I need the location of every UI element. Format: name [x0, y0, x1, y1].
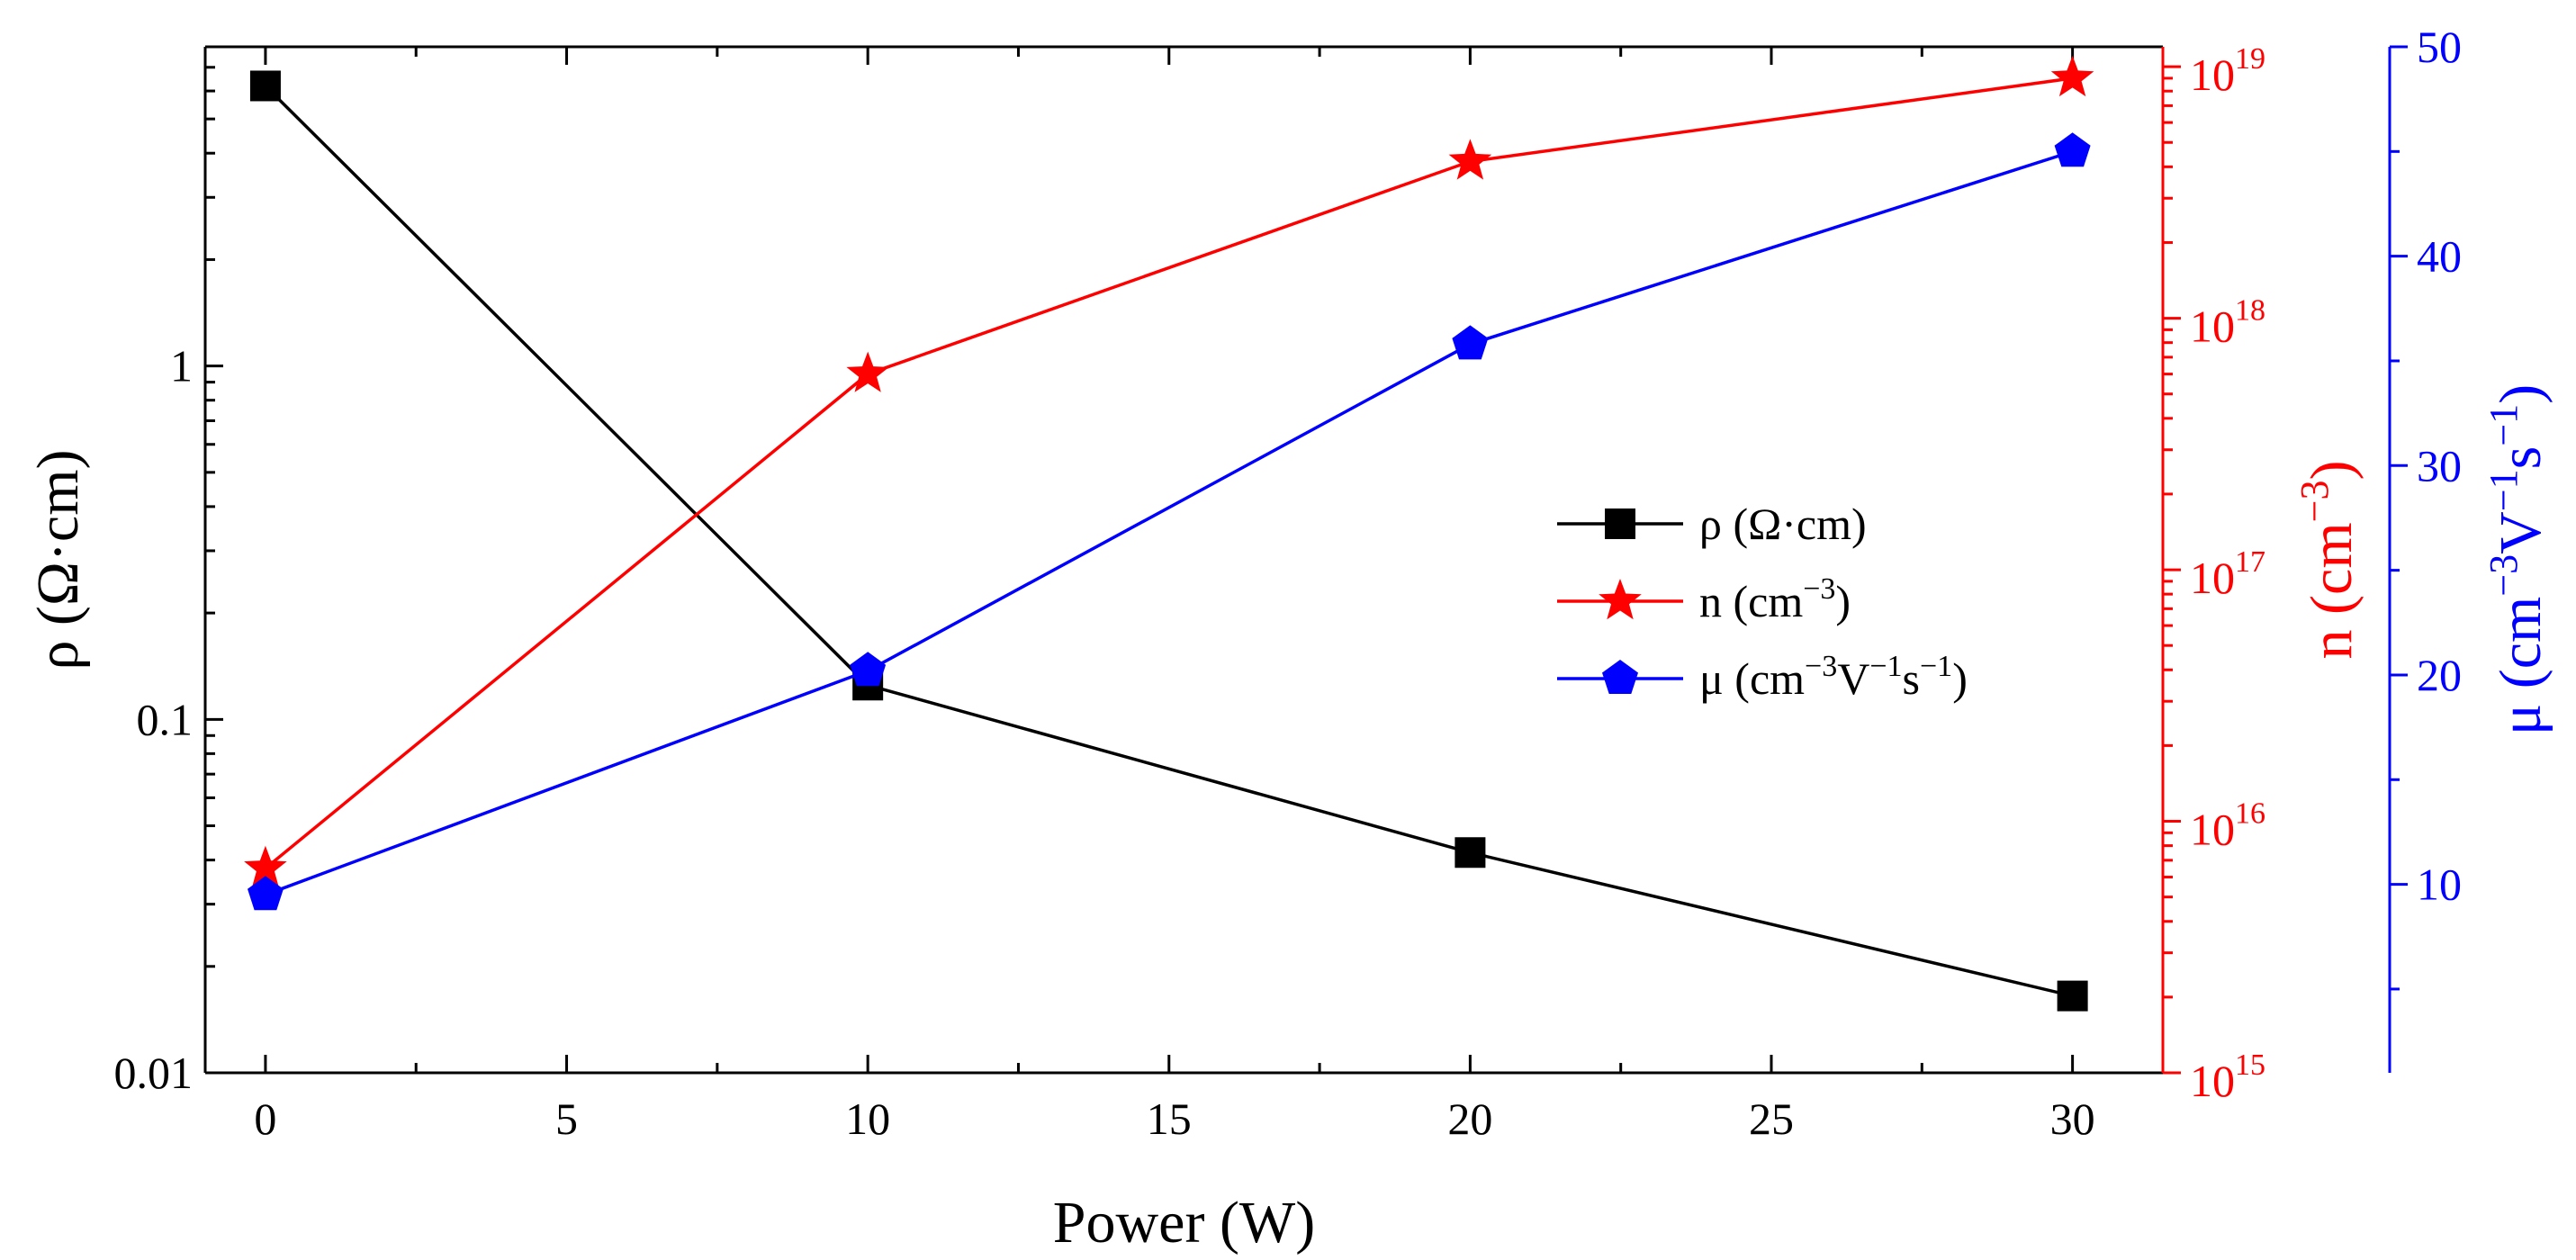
legend-item-mu: μ (cm−3V−1s−1) [1557, 650, 1968, 704]
legend-marker [1605, 508, 1635, 539]
right-mu-tick-label: 40 [2417, 231, 2462, 282]
data-point-mu [248, 876, 284, 911]
data-point-mu [850, 652, 887, 687]
x-axis-title: Power (W) [1053, 1190, 1315, 1256]
data-point-rho [2057, 980, 2088, 1012]
data-point-mu [2054, 132, 2091, 167]
legend-label: ρ (Ω·cm) [1699, 499, 1867, 549]
data-point-n [2050, 55, 2094, 97]
data-point-rho [1455, 837, 1486, 868]
right-mu-axis-title: μ (cm−3V−1s−1) [2481, 384, 2553, 735]
legend-item-n: n (cm−3) [1557, 572, 1851, 626]
legend-marker [1599, 579, 1642, 620]
series-rho-line [264, 85, 2074, 998]
right-mu-tick-label: 10 [2417, 860, 2462, 910]
right-n-axis-title: n (cm−3) [2292, 461, 2364, 660]
x-tick-label: 15 [1147, 1094, 1192, 1144]
x-tick-label: 20 [1447, 1094, 1492, 1144]
left-axis-title: ρ (Ω·cm) [25, 449, 91, 670]
left-tick-label: 1 [170, 341, 193, 392]
series-mu [248, 132, 2091, 911]
legend-item-rho: ρ (Ω·cm) [1557, 499, 1867, 549]
data-point-n [244, 845, 287, 886]
x-tick-label: 5 [555, 1094, 578, 1144]
left-tick-label: 0.1 [137, 694, 194, 744]
series-n [244, 55, 2094, 886]
legend-label: μ (cm−3V−1s−1) [1699, 650, 1968, 704]
right-mu-tick-label: 30 [2417, 440, 2462, 490]
right-n-tick-label: 1018 [2190, 294, 2265, 352]
series-n-line [264, 76, 2073, 870]
right-mu-tick-label: 20 [2417, 650, 2462, 700]
right-n-tick-label: 1019 [2190, 42, 2265, 100]
x-tick-label: 30 [2050, 1094, 2095, 1144]
data-point-mu [1452, 325, 1489, 360]
right-n-tick-label: 1015 [2190, 1048, 2265, 1106]
legend-marker [1602, 660, 1638, 694]
x-tick-label: 0 [254, 1094, 276, 1144]
legend: ρ (Ω·cm) n (cm−3) μ (cm−3V−1s−1) [1557, 499, 1968, 704]
right-n-tick-label: 1016 [2190, 797, 2265, 855]
x-tick-label: 25 [1749, 1094, 1794, 1144]
legend-label: n (cm−3) [1699, 572, 1851, 626]
right-n-tick-label: 1017 [2190, 545, 2265, 603]
data-point-rho [249, 70, 281, 102]
data-point-n [1448, 139, 1492, 180]
series-mu-line [265, 149, 2074, 896]
data-point-n [846, 351, 889, 392]
right-mu-tick-label: 50 [2417, 22, 2462, 72]
left-tick-label: 0.01 [114, 1048, 194, 1098]
x-tick-label: 10 [845, 1094, 890, 1144]
